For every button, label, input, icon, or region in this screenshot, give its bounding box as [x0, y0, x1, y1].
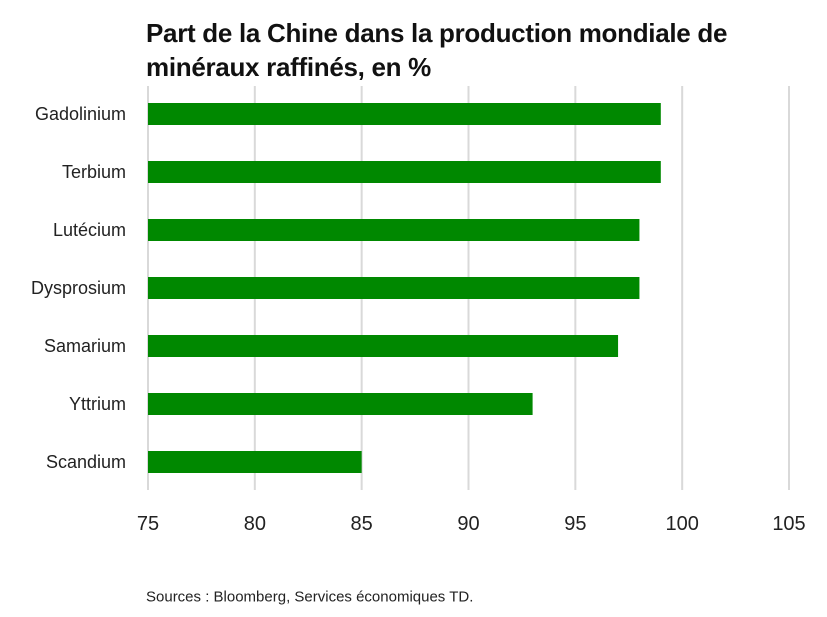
category-label: Dysprosium — [31, 278, 126, 298]
bar-yttrium — [148, 393, 533, 415]
x-tick-label: 75 — [137, 513, 159, 535]
x-tick-label: 85 — [351, 513, 373, 535]
x-tick-label: 105 — [772, 513, 805, 535]
category-label: Scandium — [46, 452, 126, 472]
x-tick-label: 100 — [665, 513, 698, 535]
chart-title: Part de la Chine dans la production mond… — [146, 18, 728, 82]
category-label: Lutécium — [53, 220, 126, 240]
x-tick-label: 90 — [457, 513, 479, 535]
bar-gadolinium — [148, 103, 661, 125]
bar-terbium — [148, 161, 661, 183]
bar-scandium — [148, 451, 362, 473]
bar-dysprosium — [148, 277, 640, 299]
category-label: Gadolinium — [35, 104, 126, 124]
category-label: Terbium — [62, 162, 126, 182]
bar-samarium — [148, 335, 619, 357]
source-note: Sources : Bloomberg, Services économique… — [146, 588, 474, 606]
category-label: Yttrium — [69, 394, 126, 414]
category-label: Samarium — [44, 336, 126, 356]
x-tick-label: 80 — [244, 513, 266, 535]
bar-lutécium — [148, 219, 640, 241]
x-tick-label: 95 — [564, 513, 586, 535]
